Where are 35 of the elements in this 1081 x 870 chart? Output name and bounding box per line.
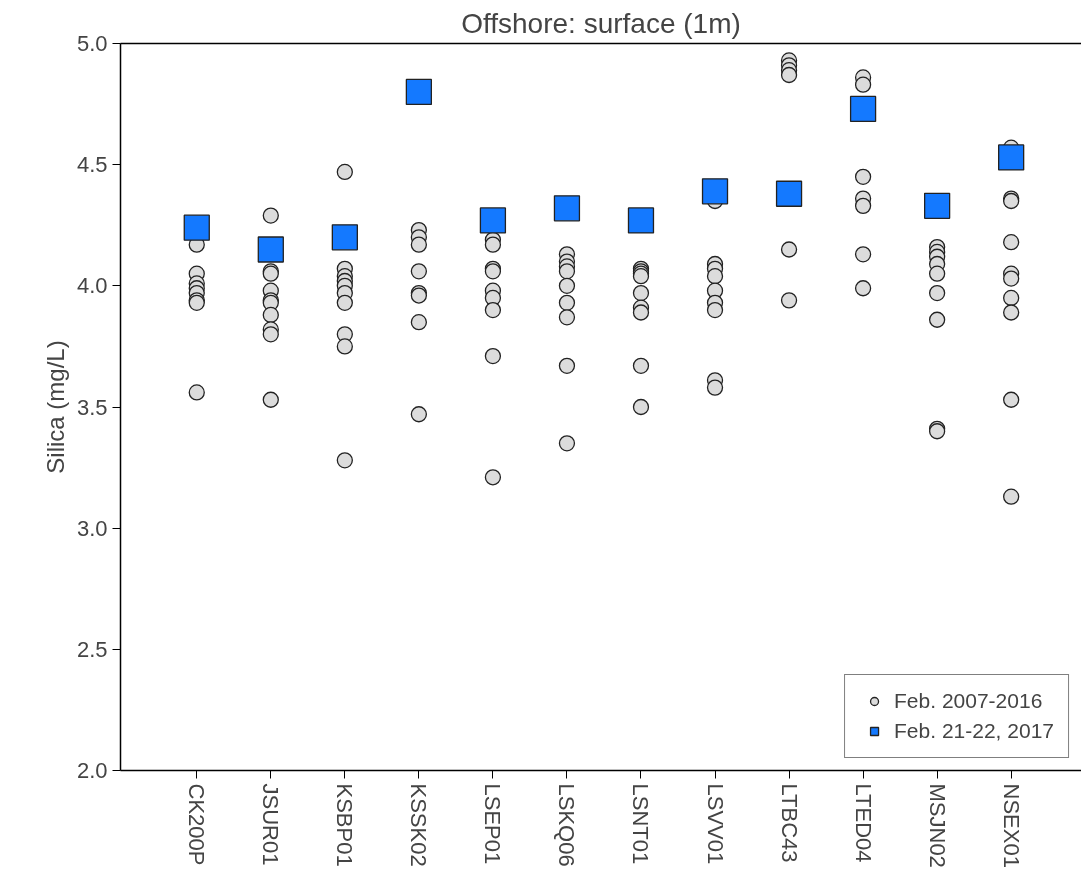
point: [405, 78, 433, 106]
legend-label: Feb. 2007-2016: [894, 689, 1043, 713]
x-tick-label: CK200P: [184, 783, 210, 866]
y-tick-label: 4.0: [76, 273, 108, 299]
x-tick-label: LTED04: [850, 783, 876, 863]
x-tick-label: KSBP01: [332, 783, 358, 867]
chart-title: Offshore: surface (1m): [461, 7, 741, 39]
y-tick-label: 5.0: [76, 31, 108, 56]
point: [923, 192, 951, 220]
x-tick-label: KSSK02: [406, 783, 432, 867]
point: [627, 207, 655, 234]
point: [257, 236, 284, 263]
x-tick-label: JSUR01: [258, 783, 284, 866]
point: [331, 224, 358, 251]
y-tick-label: 3.0: [76, 515, 108, 541]
y-tick-label: 2.5: [76, 636, 108, 662]
x-tick-label: LSVV01: [702, 783, 728, 865]
point: [553, 195, 581, 222]
point: [183, 214, 210, 241]
y-axis-title: Silica (mg/L): [41, 340, 69, 474]
x-tick-label: NSEX01: [998, 783, 1024, 868]
point: [998, 144, 1025, 171]
point: [849, 95, 877, 123]
y-tick-label: 4.5: [76, 152, 108, 178]
point: [775, 180, 803, 207]
x-tick-label: LSNT01: [628, 783, 654, 865]
x-tick-label: LSKQ06: [554, 783, 580, 867]
point: [479, 207, 507, 234]
x-tick-label: LSEP01: [480, 783, 506, 865]
y-tick-label: 3.5: [76, 394, 108, 420]
point: [701, 178, 729, 205]
x-tick-label: LTBC43: [776, 783, 802, 863]
x-tick-label: MSJN02: [924, 783, 950, 868]
legend-label: Feb. 21-22, 2017: [894, 719, 1054, 743]
y-tick-label: 2.0: [76, 758, 108, 783]
